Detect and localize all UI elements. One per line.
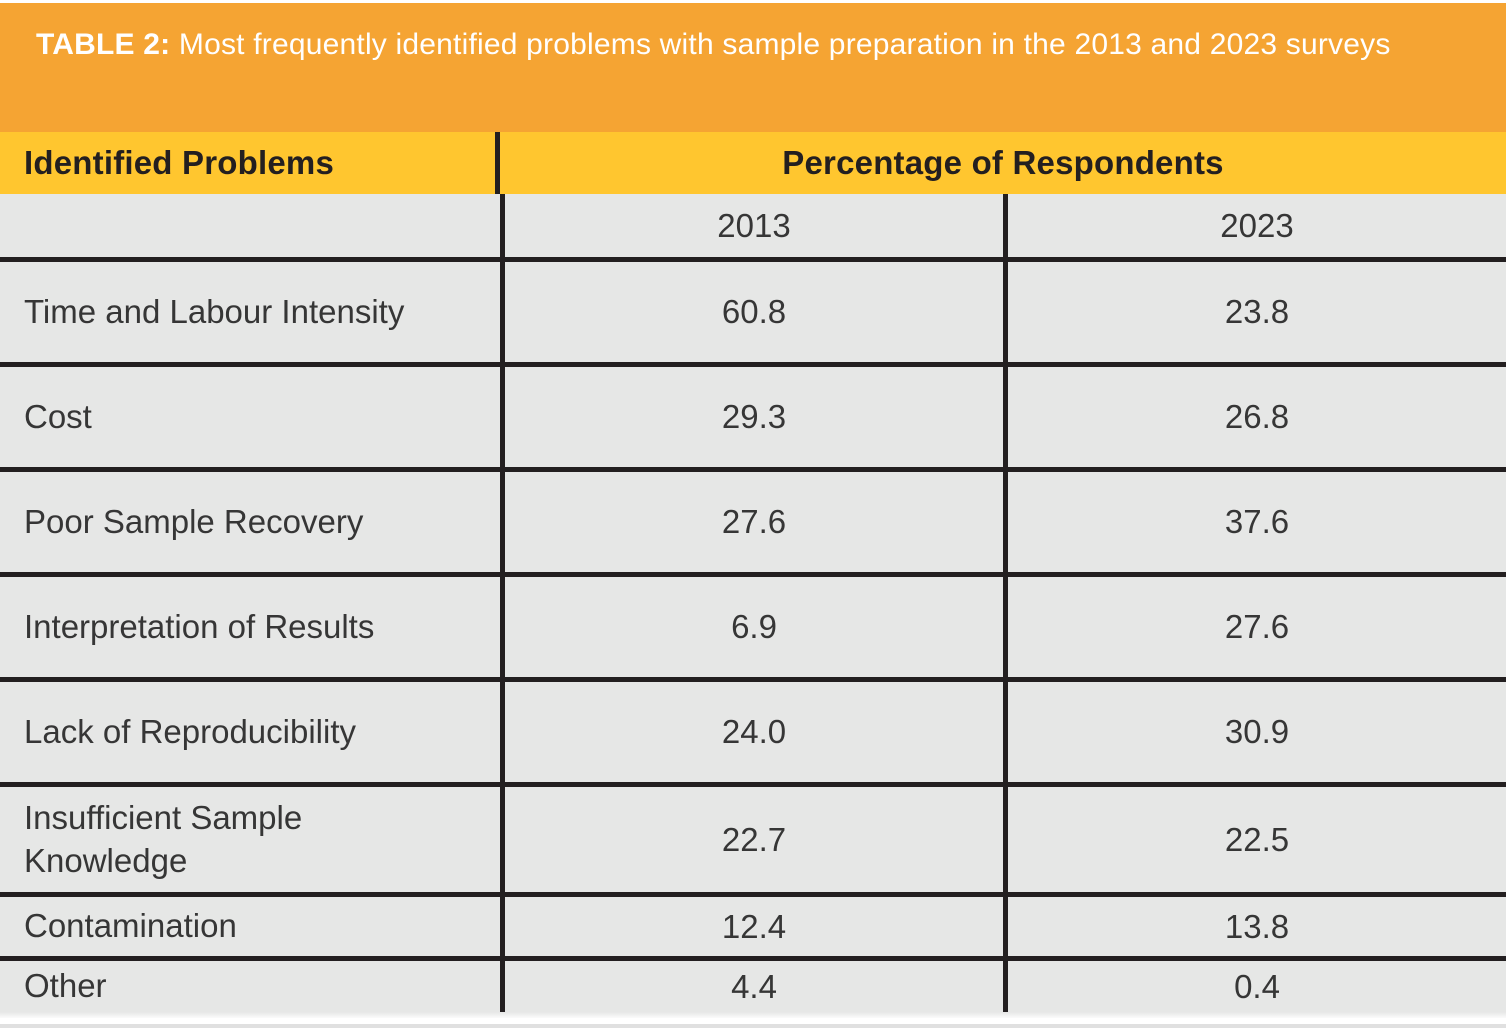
table-row: Insufficient Sample Knowledge 22.7 22.5 [0, 782, 1506, 892]
column-header-row: Identified Problems Percentage of Respon… [0, 132, 1506, 194]
identified-problems-header: Identified Problems [0, 132, 500, 194]
row-label: Time and Labour Intensity [24, 292, 405, 330]
footer-divider [0, 1024, 1506, 1028]
row-label: Poor Sample Recovery [24, 502, 364, 540]
value-2023: 22.5 [1003, 787, 1506, 892]
value-2023: 0.4 [1003, 961, 1506, 1012]
value-2013: 6.9 [500, 577, 1003, 677]
table-number-label: TABLE 2: [36, 28, 171, 61]
table-row: Interpretation of Results 6.9 27.6 [0, 572, 1506, 677]
percentage-respondents-header: Percentage of Respondents [782, 144, 1224, 181]
value-2023: 27.6 [1003, 577, 1506, 677]
row-label: Interpretation of Results [24, 607, 375, 645]
table-row: Cost 29.3 26.8 [0, 362, 1506, 467]
table-bottom-fade [0, 1012, 1506, 1018]
value-2013: 12.4 [500, 897, 1003, 956]
row-label: Contamination [24, 907, 237, 945]
empty-cell [0, 194, 500, 257]
value-2013: 27.6 [500, 472, 1003, 572]
table-row: Lack of Reproducibility 24.0 30.9 [0, 677, 1506, 782]
table-title-text: Most frequently identified problems with… [170, 28, 1391, 61]
value-2023: 37.6 [1003, 472, 1506, 572]
value-2013: 24.0 [500, 682, 1003, 782]
row-label: Cost [24, 397, 92, 435]
value-2013: 4.4 [500, 961, 1003, 1012]
year-2023-header: 2023 [1003, 194, 1506, 257]
value-2023: 23.8 [1003, 262, 1506, 362]
value-2023: 30.9 [1003, 682, 1506, 782]
table-row: Poor Sample Recovery 27.6 37.6 [0, 467, 1506, 572]
year-subheader-row: 2013 2023 [0, 194, 1506, 257]
value-2013: 60.8 [500, 262, 1003, 362]
row-label: Lack of Reproducibility [24, 712, 356, 750]
table-row: Contamination 12.4 13.8 [0, 892, 1506, 956]
table-row: Time and Labour Intensity 60.8 23.8 [0, 257, 1506, 362]
value-2013: 29.3 [500, 367, 1003, 467]
row-label-text: Insufficient Sample Knowledge [24, 799, 303, 879]
value-2023: 26.8 [1003, 367, 1506, 467]
row-label: Insufficient Sample Knowledge [0, 787, 500, 892]
year-2013-header: 2013 [500, 194, 1003, 257]
table-title-bar: TABLE 2: Most frequently identified prob… [0, 3, 1506, 132]
value-2013: 22.7 [500, 787, 1003, 892]
table-row: Other 4.4 0.4 [0, 956, 1506, 1012]
value-2023: 13.8 [1003, 897, 1506, 956]
row-label: Other [24, 967, 107, 1005]
table-title: TABLE 2: Most frequently identified prob… [36, 17, 1416, 72]
